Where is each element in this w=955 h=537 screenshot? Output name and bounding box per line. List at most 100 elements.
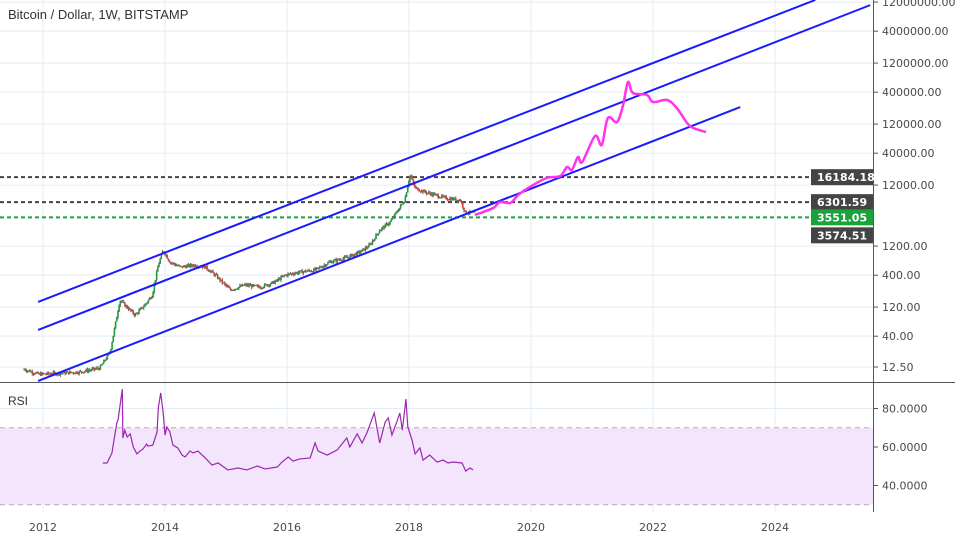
candle — [139, 308, 142, 311]
candle — [409, 175, 411, 182]
candle — [390, 219, 393, 222]
candle — [180, 266, 183, 268]
candle — [185, 266, 187, 268]
candle — [416, 187, 418, 189]
level-price-label: 3551.05 — [811, 209, 873, 226]
candle — [323, 264, 326, 267]
candle — [274, 281, 276, 284]
candle — [286, 274, 288, 276]
time-axis[interactable]: 2012 2014 2016 2018 2020 2022 2024 — [29, 521, 789, 534]
candle — [267, 284, 269, 286]
candle — [62, 372, 64, 374]
candle — [288, 273, 291, 275]
candle — [73, 373, 76, 375]
candle — [152, 291, 154, 297]
trendline — [37, 0, 816, 303]
candle — [148, 298, 151, 300]
candle — [146, 302, 149, 304]
candle — [46, 372, 49, 375]
candle — [138, 310, 140, 314]
candle — [386, 223, 389, 225]
candle — [91, 368, 93, 371]
candle — [76, 371, 78, 374]
candle — [47, 372, 50, 374]
trendline — [37, 106, 741, 382]
price-tick-label: 12000000.00 — [882, 0, 955, 9]
candle — [298, 270, 301, 273]
candle — [424, 190, 427, 193]
candle — [65, 372, 68, 374]
last-price-label: 3574.51 — [811, 227, 873, 244]
candle — [241, 284, 244, 287]
candle — [191, 264, 193, 266]
candle — [158, 263, 160, 268]
candle — [307, 270, 309, 272]
candle — [209, 271, 212, 273]
horizontal-levels[interactable] — [0, 176, 873, 219]
candle — [282, 275, 285, 277]
candle — [257, 285, 260, 287]
candle — [262, 287, 265, 289]
candle — [322, 266, 325, 268]
candle — [202, 265, 205, 268]
candle — [276, 279, 279, 281]
projection-path[interactable] — [474, 80, 707, 217]
candle — [349, 255, 352, 258]
candle — [133, 313, 136, 316]
candle — [296, 272, 299, 274]
candle — [118, 305, 120, 312]
candle — [26, 370, 29, 372]
level-price-label-text: 3551.05 — [817, 211, 867, 224]
candle — [324, 264, 327, 266]
candle — [246, 284, 248, 286]
candle — [71, 372, 73, 374]
candle — [304, 270, 307, 272]
candle — [375, 234, 377, 240]
price-axis[interactable]: 12000000.00 4000000.00 1200000.00 400000.00… — [873, 0, 955, 493]
candle — [361, 249, 363, 252]
candle — [194, 264, 197, 267]
candle — [315, 267, 317, 271]
level-price-label: 16184.18 — [811, 169, 875, 186]
candle — [172, 262, 174, 264]
candle — [166, 255, 169, 259]
time-tick-label: 2018 — [395, 521, 423, 534]
candle — [320, 266, 322, 268]
candle — [266, 284, 268, 286]
axes — [0, 0, 955, 512]
candle — [64, 371, 66, 374]
candle — [38, 373, 41, 375]
candle — [229, 288, 232, 290]
candle — [96, 367, 98, 369]
candle — [385, 223, 388, 225]
candle — [203, 265, 206, 269]
candle — [97, 367, 99, 369]
level-price-label-bg — [811, 194, 873, 211]
candle — [112, 335, 115, 343]
candle — [174, 264, 177, 266]
candle — [459, 199, 462, 202]
candle — [310, 271, 313, 273]
candle — [401, 204, 403, 206]
candle — [369, 243, 371, 245]
trendlines[interactable] — [37, 0, 871, 382]
candle — [372, 239, 375, 241]
candle — [132, 310, 134, 314]
candle — [100, 364, 103, 366]
candle — [165, 254, 167, 256]
last-price-label-bg — [811, 227, 873, 244]
candle — [446, 199, 449, 201]
rsi-tick-label: 40.0000 — [882, 480, 928, 493]
candle — [297, 272, 300, 274]
candle — [87, 370, 90, 372]
candle — [357, 251, 360, 253]
time-tick-label: 2014 — [151, 521, 179, 534]
candle — [171, 262, 173, 264]
candle — [182, 265, 185, 268]
candle — [181, 266, 184, 268]
candle — [270, 281, 273, 284]
candle — [236, 288, 239, 290]
candle — [465, 210, 468, 214]
candle — [237, 287, 240, 289]
